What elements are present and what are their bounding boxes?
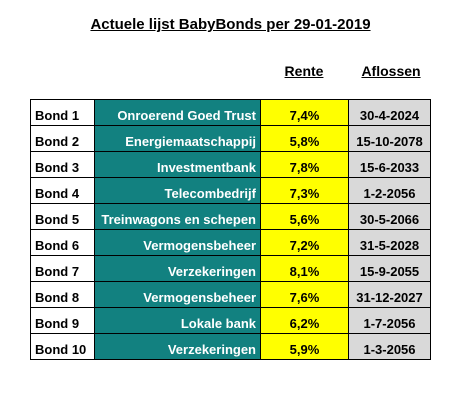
bond-name-cell: Bond 7 <box>30 255 95 282</box>
bond-name-cell: Bond 1 <box>30 99 95 126</box>
rente-cell: 5,6% <box>260 203 349 230</box>
bond-name-cell: Bond 3 <box>30 151 95 178</box>
sector-cell: Telecombedrijf <box>94 177 261 204</box>
sector-cell: Lokale bank <box>94 307 261 334</box>
aflossen-header: Aflossen <box>361 63 421 79</box>
rente-cell: 7,6% <box>260 281 349 308</box>
aflossen-cell: 31-12-2027 <box>348 281 431 308</box>
table-row: Bond 1 Onroerend Goed Trust 7,4% 30-4-20… <box>30 99 431 126</box>
bond-name-cell: Bond 2 <box>30 125 95 152</box>
aflossen-cell: 30-4-2024 <box>348 99 431 126</box>
sector-cell: Vermogensbeheer <box>94 229 261 256</box>
table-row: Bond 4 Telecombedrijf 7,3% 1-2-2056 <box>30 177 431 204</box>
rente-cell: 7,3% <box>260 177 349 204</box>
table-row: Bond 8 Vermogensbeheer 7,6% 31-12-2027 <box>30 281 431 308</box>
sector-cell: Treinwagons en schepen <box>94 203 261 230</box>
rente-cell: 7,2% <box>260 229 349 256</box>
sector-cell: Investmentbank <box>94 151 261 178</box>
rente-cell: 7,4% <box>260 99 349 126</box>
sector-cell: Energiemaatschappij <box>94 125 261 152</box>
rente-cell: 6,2% <box>260 307 349 334</box>
aflossen-cell: 15-6-2033 <box>348 151 431 178</box>
aflossen-cell: 1-2-2056 <box>348 177 431 204</box>
sector-cell: Verzekeringen <box>94 255 261 282</box>
sector-cell: Onroerend Goed Trust <box>94 99 261 126</box>
rente-cell: 5,8% <box>260 125 349 152</box>
table-row: Bond 10 Verzekeringen 5,9% 1-3-2056 <box>30 333 431 360</box>
bond-name-cell: Bond 5 <box>30 203 95 230</box>
aflossen-cell: 1-3-2056 <box>348 333 431 360</box>
bond-name-cell: Bond 9 <box>30 307 95 334</box>
bond-name-cell: Bond 4 <box>30 177 95 204</box>
bonds-table: Bond 1 Onroerend Goed Trust 7,4% 30-4-20… <box>30 99 431 360</box>
bond-name-cell: Bond 6 <box>30 229 95 256</box>
table-row: Bond 7 Verzekeringen 8,1% 15-9-2055 <box>30 255 431 282</box>
table-row: Bond 3 Investmentbank 7,8% 15-6-2033 <box>30 151 431 178</box>
table-row: Bond 6 Vermogensbeheer 7,2% 31-5-2028 <box>30 229 431 256</box>
page-title: Actuele lijst BabyBonds per 29-01-2019 <box>90 16 371 33</box>
sector-cell: Vermogensbeheer <box>94 281 261 308</box>
table-row: Bond 5 Treinwagons en schepen 5,6% 30-5-… <box>30 203 431 230</box>
rente-header: Rente <box>284 63 324 79</box>
bond-name-cell: Bond 8 <box>30 281 95 308</box>
aflossen-cell: 30-5-2066 <box>348 203 431 230</box>
rente-cell: 7,8% <box>260 151 349 178</box>
aflossen-cell: 31-5-2028 <box>348 229 431 256</box>
rente-cell: 5,9% <box>260 333 349 360</box>
table-row: Bond 2 Energiemaatschappij 5,8% 15-10-20… <box>30 125 431 152</box>
sector-cell: Verzekeringen <box>94 333 261 360</box>
bond-name-cell: Bond 10 <box>30 333 95 360</box>
table-row: Bond 9 Lokale bank 6,2% 1-7-2056 <box>30 307 431 334</box>
aflossen-cell: 15-10-2078 <box>348 125 431 152</box>
rente-cell: 8,1% <box>260 255 349 282</box>
aflossen-cell: 15-9-2055 <box>348 255 431 282</box>
aflossen-cell: 1-7-2056 <box>348 307 431 334</box>
